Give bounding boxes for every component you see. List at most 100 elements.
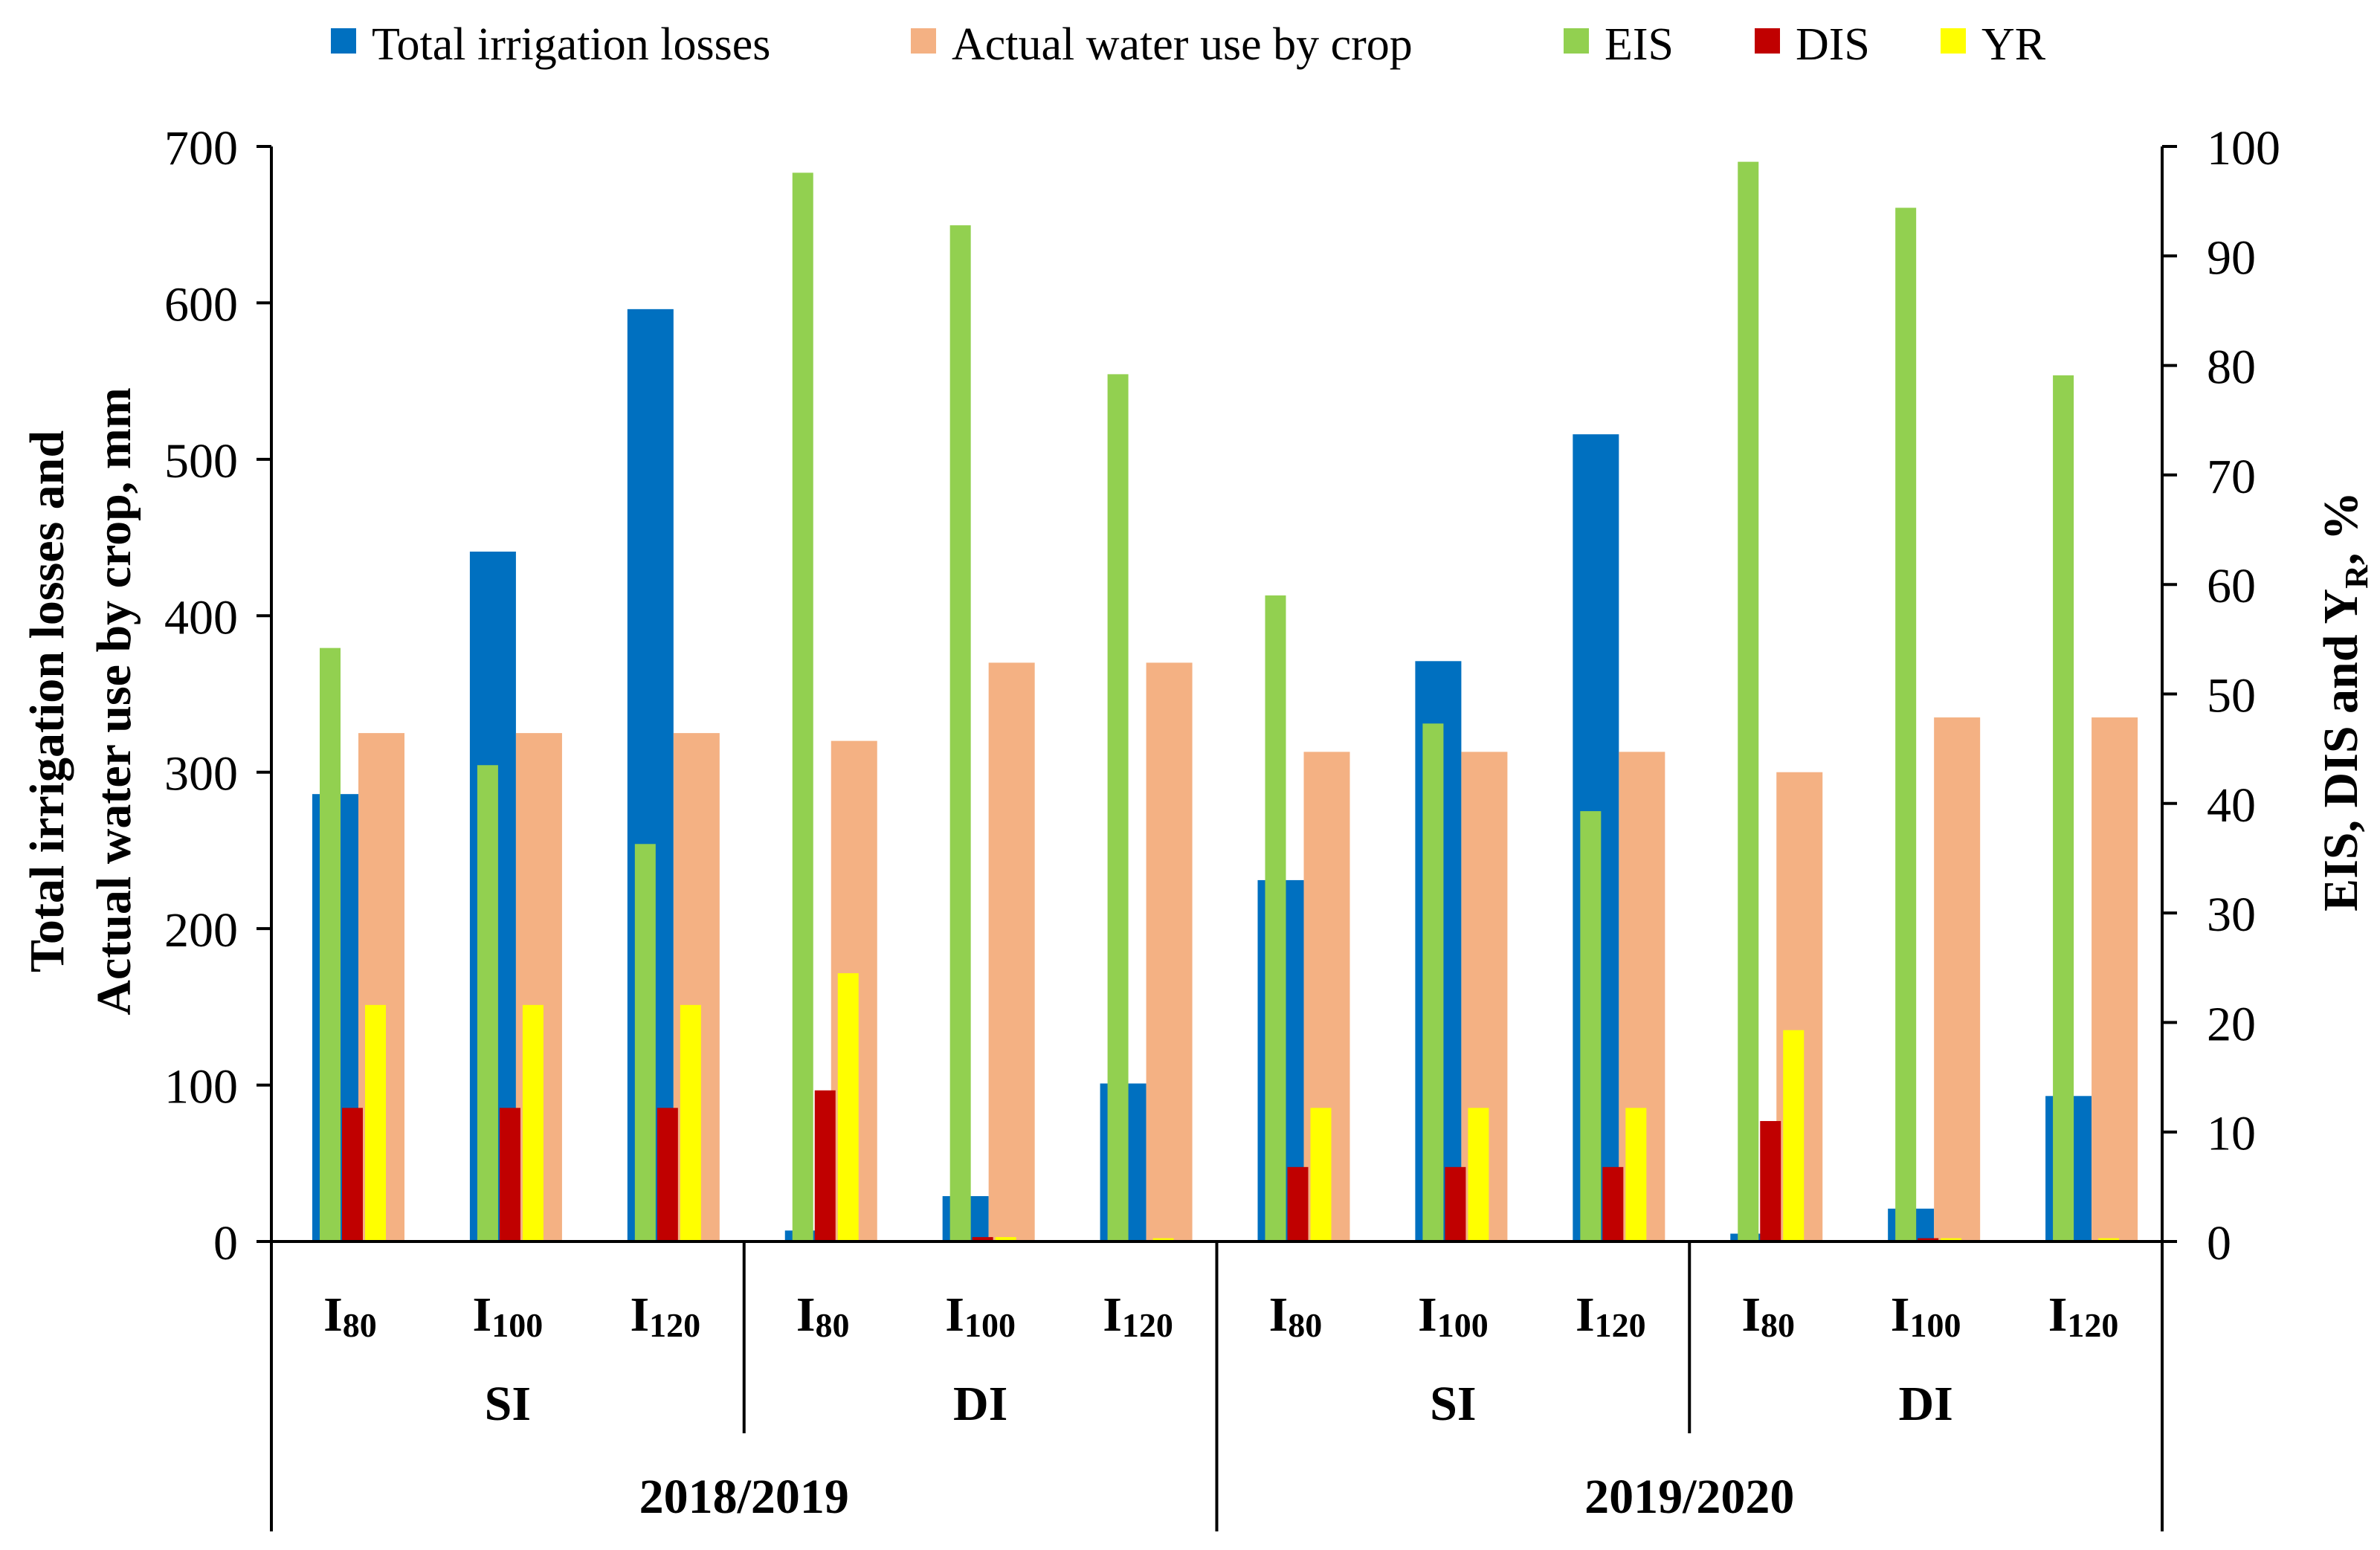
bar-water_use-11 [1934, 717, 1981, 1241]
bar-eis-6 [1107, 374, 1129, 1241]
x-level-prefix: I [1418, 1288, 1437, 1342]
y-right-tick-label: 100 [2207, 121, 2280, 175]
x-level-sub: 120 [2067, 1306, 2118, 1344]
bar-eis-8 [1422, 723, 1444, 1241]
bar-yr-8 [1468, 1108, 1489, 1241]
bar-dis-1 [342, 1108, 363, 1241]
bar-dis-10 [1760, 1120, 1781, 1241]
x-level-sub: 80 [343, 1306, 377, 1344]
bar-eis-1 [320, 648, 341, 1241]
x-level-sub: 100 [1909, 1306, 1961, 1344]
bar-dis-9 [1602, 1166, 1624, 1241]
legend-label-eis: EIS [1605, 19, 1674, 70]
x-method-label: DI [1898, 1377, 1952, 1431]
legend-swatch-water_use [911, 28, 936, 54]
x-level-sub: 100 [1437, 1306, 1489, 1344]
bar-water_use-5 [988, 662, 1035, 1241]
x-level-prefix: I [630, 1288, 649, 1342]
x-level-sub: 120 [1122, 1306, 1173, 1344]
bar-dis-7 [1287, 1166, 1309, 1241]
x-level-label: I80 [1741, 1288, 1795, 1344]
axes: 0 100 200 300 400 500 600 700 0 10 20 30 40 50 60 70 80 9… [20, 121, 2375, 1270]
bar-eis-12 [2053, 375, 2074, 1242]
bar-yr-7 [1310, 1108, 1332, 1241]
legend-swatch-dis [1755, 28, 1780, 54]
x-level-prefix: I [323, 1288, 343, 1342]
x-level-prefix: I [1891, 1288, 1910, 1342]
x-level-sub: 120 [649, 1306, 700, 1344]
x-level-sub: 80 [1288, 1306, 1322, 1344]
x-level-label: I80 [1269, 1288, 1323, 1344]
y-right-tick-label: 90 [2207, 230, 2256, 285]
bar-eis-9 [1580, 811, 1602, 1241]
x-axis-categories: I80 I100 I120 I80 I100 I120 I80 I100 I120 I80 I100… [270, 1241, 2164, 1531]
x-season-label: 2019/2020 [1584, 1470, 1794, 1524]
bar-eis-10 [1738, 161, 1759, 1242]
bar-yr-10 [1783, 1030, 1805, 1241]
y-right-tick-label: 40 [2207, 778, 2256, 833]
bar-yr-11 [1941, 1238, 1962, 1241]
y-right-tick-label: 0 [2207, 1216, 2231, 1270]
y-right-tick-label: 20 [2207, 997, 2256, 1051]
bar-yr-5 [995, 1237, 1016, 1241]
x-level-label: I120 [1103, 1288, 1173, 1344]
bars [312, 161, 2138, 1242]
bar-dis-2 [499, 1108, 520, 1241]
bar-water_use-6 [1146, 662, 1193, 1241]
y-right-tick-label: 70 [2207, 450, 2256, 504]
y-left-tick-label: 400 [164, 590, 238, 645]
x-level-prefix: I [1576, 1288, 1595, 1342]
legend-label-yr: YR [1981, 19, 2046, 70]
y-right-tick-label: 50 [2207, 669, 2256, 723]
y-axis-right-title-end: , % [2314, 491, 2368, 565]
bar-yr-9 [1625, 1108, 1647, 1241]
y-left-tick-label: 700 [164, 121, 238, 175]
y-axis-right-title-sub: R [2338, 564, 2375, 589]
legend-label-dis: DIS [1796, 19, 1870, 70]
y-right-tick-label: 30 [2207, 888, 2256, 942]
x-method-label: SI [1430, 1377, 1476, 1431]
x-level-sub: 80 [816, 1306, 850, 1344]
bar-yr-3 [680, 1004, 701, 1241]
legend-swatch-eis [1564, 28, 1589, 54]
bar-eis-11 [1895, 207, 1917, 1241]
bar-dis-11 [1918, 1238, 1939, 1241]
y-axis-left-title-line1: Total irrigation losses and [20, 430, 74, 972]
bar-eis-2 [477, 765, 498, 1241]
bar-yr-4 [837, 973, 859, 1241]
x-level-prefix: I [796, 1288, 816, 1342]
x-level-prefix: I [473, 1288, 492, 1342]
y-left-tick-label: 200 [164, 903, 238, 958]
bar-yr-6 [1152, 1238, 1174, 1241]
legend-swatch-losses [331, 28, 356, 54]
y-left-tick-label: 600 [164, 277, 238, 332]
legend: Total irrigation losses Actual water use … [331, 19, 2046, 70]
y-right-tick-label: 80 [2207, 340, 2256, 395]
bar-water_use-12 [2092, 717, 2138, 1241]
x-level-label: I100 [1418, 1288, 1489, 1344]
x-method-label: SI [485, 1377, 531, 1431]
y-axis-right-title: EIS, DIS and YR, % [2314, 491, 2375, 911]
x-level-sub: 120 [1595, 1306, 1646, 1344]
bar-yr-1 [365, 1004, 386, 1241]
x-method-label: DI [953, 1377, 1007, 1431]
bar-eis-4 [792, 172, 813, 1241]
y-left-tick-label: 500 [164, 434, 238, 488]
x-level-sub: 80 [1761, 1306, 1795, 1344]
bar-yr-2 [522, 1004, 544, 1241]
x-level-prefix: I [945, 1288, 964, 1342]
x-level-sub: 100 [491, 1306, 543, 1344]
x-level-prefix: I [1741, 1288, 1761, 1342]
legend-label-losses: Total irrigation losses [372, 19, 770, 70]
y-axis-left-title-line2: Actual water use by crop, mm [87, 387, 141, 1015]
y-left-tick-label: 100 [164, 1060, 238, 1114]
x-level-label: I100 [473, 1288, 544, 1344]
x-level-sub: 100 [964, 1306, 1016, 1344]
bar-dis-3 [657, 1108, 678, 1241]
x-level-prefix: I [1269, 1288, 1289, 1342]
bar-dis-8 [1445, 1166, 1466, 1241]
bar-dis-4 [814, 1090, 836, 1241]
x-level-prefix: I [1103, 1288, 1122, 1342]
legend-swatch-yr [1941, 28, 1966, 54]
x-level-label: I120 [1576, 1288, 1646, 1344]
